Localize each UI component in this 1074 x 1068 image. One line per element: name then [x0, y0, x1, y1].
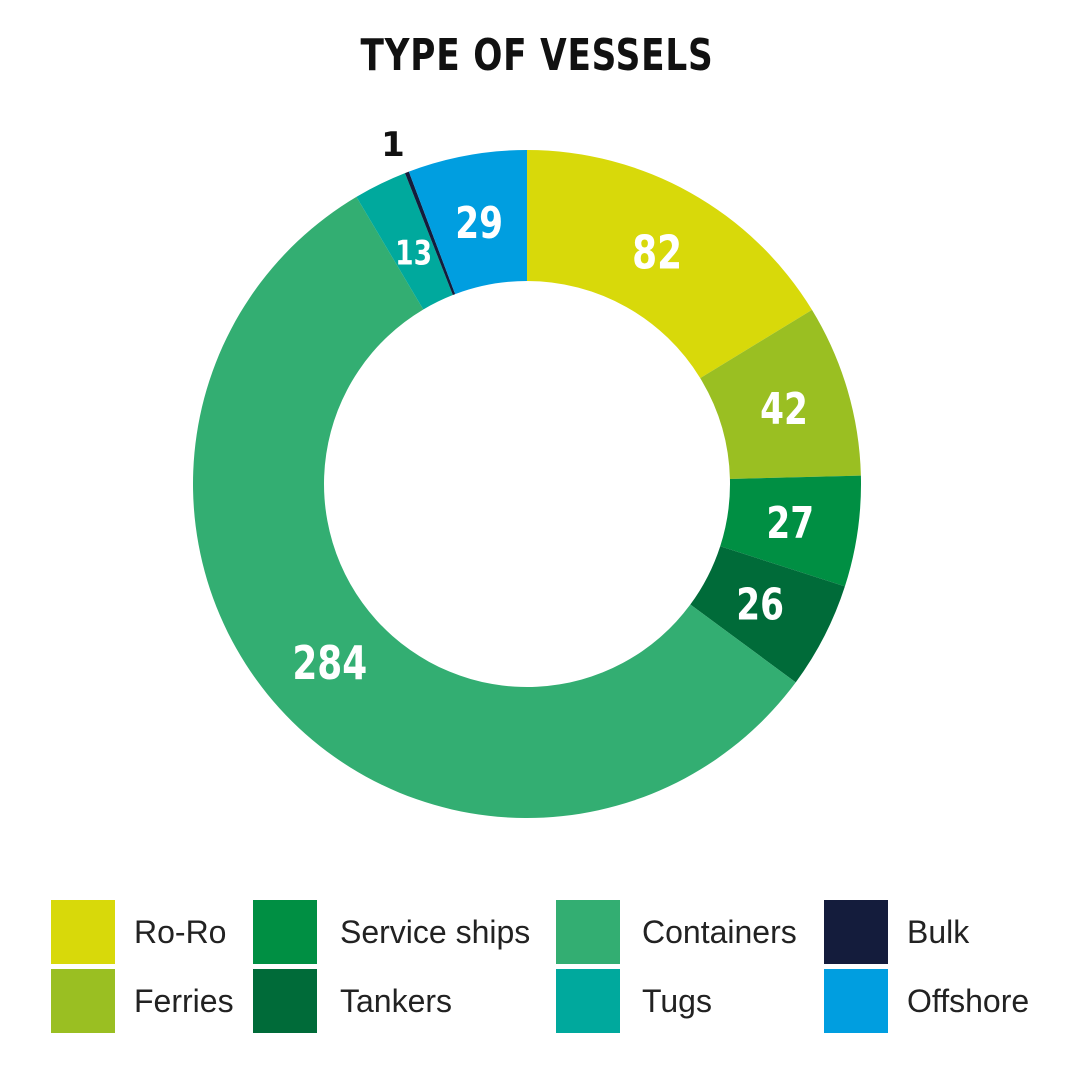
data-label-service-ships: 27 [766, 498, 814, 549]
legend-swatch-service-ships [253, 900, 317, 964]
legend-label-service-ships: Service ships [340, 914, 531, 950]
legend-swatch-ferries [51, 969, 115, 1033]
slice-ferries [700, 309, 861, 479]
slice-service-ships [720, 475, 861, 587]
data-label-ferries: 42 [760, 384, 808, 435]
data-label-ro-ro: 82 [632, 226, 682, 280]
data-label-containers: 284 [292, 637, 367, 691]
chart-title: TYPE OF VESSELS [360, 30, 714, 81]
legend-label-tankers: Tankers [340, 983, 453, 1019]
legend-label-tugs: Tugs [642, 983, 712, 1019]
legend-label-ro-ro: Ro-Ro [134, 914, 227, 950]
data-label-tankers: 26 [736, 579, 784, 630]
legend-swatch-tankers [253, 969, 317, 1033]
slice-tankers [690, 546, 845, 683]
legend-swatch-tugs [556, 969, 620, 1033]
legend-label-offshore: Offshore [907, 983, 1030, 1019]
legend-swatch-bulk [824, 900, 888, 964]
data-label-bulk: 1 [381, 125, 405, 165]
slice-containers [193, 196, 796, 818]
slice-tugs [356, 173, 453, 310]
slice-bulk [404, 171, 456, 296]
data-label-tugs: 13 [395, 234, 432, 273]
legend-label-ferries: Ferries [134, 983, 234, 1019]
donut-chart: 82 42 27 26 284 13 1 29 [193, 125, 861, 818]
legend-swatch-offshore [824, 969, 888, 1033]
legend-label-bulk: Bulk [907, 914, 970, 950]
slice-ro-ro [527, 150, 812, 379]
slice-offshore [408, 150, 527, 295]
legend-swatch-containers [556, 900, 620, 964]
legend-label-containers: Containers [642, 914, 797, 950]
data-label-offshore: 29 [455, 198, 503, 249]
legend-swatch-ro-ro [51, 900, 115, 964]
